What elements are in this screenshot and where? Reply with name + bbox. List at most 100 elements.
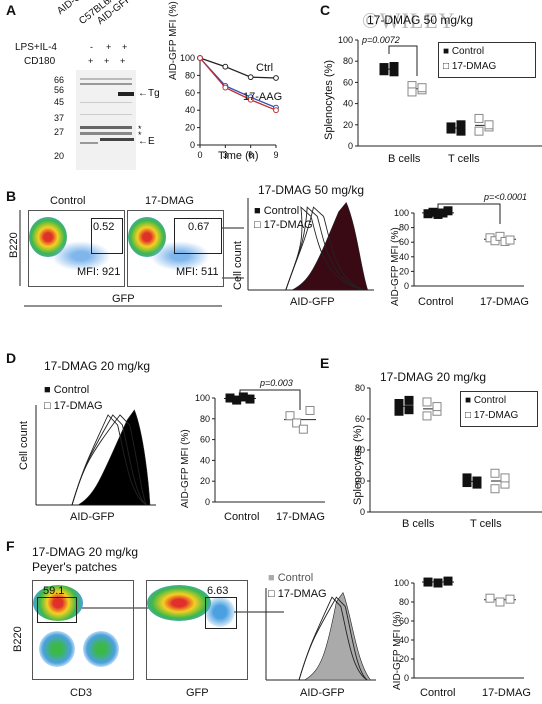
panel-d-legend-control: ■ Control (44, 384, 90, 396)
panel-label-e: E (320, 355, 330, 371)
panel-b-cat-17dmag: 17-DMAG (480, 296, 529, 308)
western-blot (76, 70, 136, 170)
panel-e-data-point (432, 402, 442, 412)
facs-plot-17dmag: 0.67 MFI: 511 (127, 210, 224, 287)
panel-e-data-point (394, 406, 404, 416)
marker-27: 27 (54, 127, 65, 137)
panel-f-xlabel-gfp: GFP (186, 687, 209, 699)
asterisk-2: * (138, 130, 142, 140)
panel-b-pvalue: p=<0.0001 (484, 192, 528, 202)
panel-d-data-point (245, 394, 255, 404)
panel-a-y-tick-label: 40 (185, 105, 195, 115)
series-point (197, 55, 203, 61)
panel-f-scatter-ylabel: AID-GFP MFI (%) (392, 611, 403, 690)
panel-f-subtitle: Peyer's patches (32, 560, 118, 574)
asterisk-1: * (138, 124, 142, 134)
facs-ylabel: B220 (8, 232, 20, 258)
sign: + (120, 56, 126, 66)
panel-d-y-tick-label: 60 (200, 435, 210, 445)
panel-c-data-point (456, 120, 466, 130)
gate-box (91, 218, 123, 254)
panel-e-data-point (394, 399, 404, 408)
panel-c-data-point (417, 83, 427, 93)
panel-f-data-point (495, 597, 505, 607)
panel-f-data-point (433, 578, 443, 588)
marker-45: 45 (54, 97, 65, 107)
panel-e-data-point (490, 484, 500, 494)
panel-a-x-tick-label: 0 (197, 150, 202, 160)
sign: + (122, 42, 128, 52)
panel-c-legend: ■ Control □ 17-DMAG (438, 42, 536, 78)
panel-c-data-point (446, 124, 456, 134)
marker-20: 20 (54, 151, 65, 161)
panel-label-b: B (6, 188, 17, 204)
gate-value: 0.52 (93, 221, 115, 233)
panel-c-data-point (379, 66, 389, 76)
panel-c-y-tick-label: 0 (348, 141, 353, 151)
series-point (222, 63, 229, 70)
facs-plot-control: 0.52 MFI: 921 (28, 210, 125, 287)
panel-f-data-point (423, 577, 433, 587)
panel-f-y-tick-label: 0 (404, 673, 409, 683)
panel-e-data-point (490, 468, 500, 478)
panel-b-y-tick-label: 20 (399, 266, 409, 276)
panel-f-title: 17-DMAG 20 mg/kg (32, 545, 139, 559)
panel-d-data-point (298, 424, 308, 434)
panel-c-y-tick-label: 40 (343, 99, 353, 109)
series-point (273, 107, 279, 114)
panel-f-graphics: 0 20 40 60 80 100 (76, 576, 524, 683)
panel-e-data-point (500, 473, 510, 483)
panel-f-y-tick-label: 60 (399, 616, 409, 626)
legend-item-control: ■ Control (465, 395, 507, 406)
panel-b-hist-title: 17-DMAG 50 mg/kg (258, 183, 365, 197)
marker-66: 66 (54, 75, 65, 85)
panel-b-y-tick-label: 100 (394, 208, 409, 218)
legend-item-17dmag: □ 17-DMAG (443, 61, 497, 72)
sign: - (90, 42, 93, 52)
panel-d-y-tick-label: 0 (205, 497, 210, 507)
panel-a-x-tick-label: 3 (223, 150, 228, 160)
panel-e-ylabel: Splenocytes (%) (352, 424, 364, 505)
panel-f-hist-17dmag-histogram (298, 596, 368, 681)
panel-c-ylabel: Splenocytes (%) (323, 59, 335, 140)
panel-a-xlabel: Time (h) (218, 150, 259, 162)
panel-b-significance-bracket (437, 203, 501, 224)
panel-d-y-tick-label: 100 (195, 393, 210, 403)
series-label-ctrl: Ctrl (256, 62, 274, 74)
panel-b-hist-ylabel: Cell count (232, 241, 244, 290)
panel-f-y-tick-label: 80 (399, 597, 409, 607)
panel-f-y-tick-label: 20 (399, 654, 409, 664)
panel-d-significance-bracket (239, 389, 301, 410)
facs-title-control: Control (50, 195, 86, 207)
panel-a-y-tick-label: 60 (185, 88, 195, 98)
panel-c-graphics: 0 20 40 60 80 100 (338, 35, 542, 151)
marker-37: 37 (54, 113, 65, 123)
panel-e-y-tick-label: 0 (360, 507, 365, 517)
panel-b-cat-control: Control (418, 296, 454, 308)
series-point (222, 84, 229, 91)
panel-b-data-point (505, 235, 515, 245)
panel-e-legend: ■ Control □ 17-DMAG (460, 391, 538, 427)
legend-item-control: ■ Control (443, 46, 485, 57)
panel-c-data-point (407, 87, 417, 97)
panel-a-y-tick-label: 0 (190, 140, 195, 150)
panel-e-data-point (404, 395, 414, 405)
panel-b-y-tick-label: 60 (399, 237, 409, 247)
panel-b-graphics: 0 20 40 60 80 100 (19, 198, 524, 307)
panel-a-x-tick-label: 6 (248, 150, 253, 160)
series-point (247, 96, 254, 103)
gate-box (37, 597, 77, 623)
hist-legend-17dmag: □ 17-DMAG (254, 219, 313, 231)
panel-f-y-tick-label: 100 (394, 578, 409, 588)
panel-e-cat-b: B cells (402, 518, 435, 530)
panel-d-data-point (305, 405, 315, 415)
panel-d-data-point (285, 411, 295, 421)
panel-e-title: 17-DMAG 20 mg/kg (380, 370, 487, 384)
panel-d-hist-17dmag-histogram (71, 414, 147, 506)
watermark: ©WILEY (362, 8, 456, 33)
panel-b-y-tick-label: 0 (404, 281, 409, 291)
panel-a-y-tick-label: 100 (180, 53, 195, 63)
band-label-e: ←E (138, 136, 155, 147)
panel-b-hist-17dmag-histogram (285, 206, 365, 291)
